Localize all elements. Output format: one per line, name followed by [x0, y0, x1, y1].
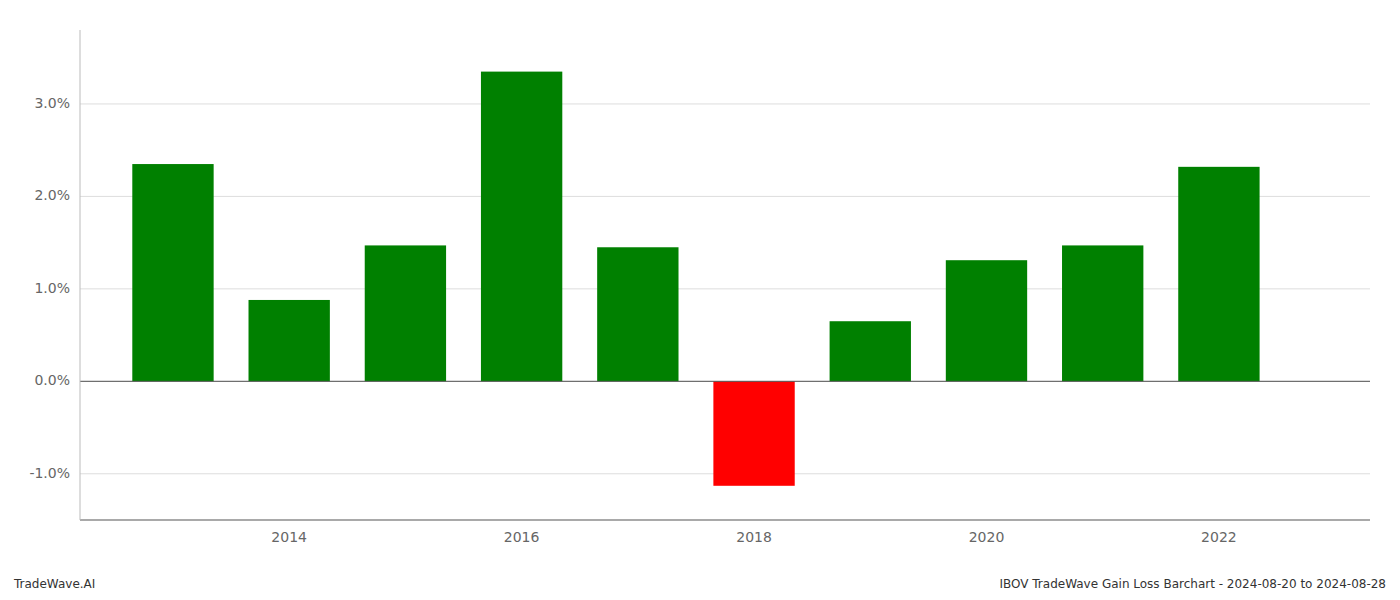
bar — [946, 260, 1027, 381]
x-tick-label: 2020 — [969, 529, 1005, 545]
bar — [830, 321, 911, 381]
x-tick-label: 2016 — [504, 529, 540, 545]
footer-text: IBOV TradeWave Gain Loss Barchart - 2024… — [999, 577, 1386, 591]
bar — [713, 381, 794, 485]
x-tick-label: 2018 — [736, 529, 772, 545]
grid-line — [80, 196, 1370, 197]
bar — [132, 164, 213, 381]
footer-text: TradeWave.AI — [13, 577, 95, 591]
y-tick-label: 2.0% — [34, 187, 70, 203]
bars — [132, 72, 1259, 486]
x-tick-label: 2022 — [1201, 529, 1237, 545]
y-axis-line — [80, 30, 81, 520]
bar — [597, 247, 678, 381]
x-tick-label: 2014 — [271, 529, 307, 545]
bar — [249, 300, 330, 381]
y-tick-label: 1.0% — [34, 280, 70, 296]
y-tick-label: 0.0% — [34, 372, 70, 388]
y-tick-label: 3.0% — [34, 95, 70, 111]
grid-line — [80, 381, 1370, 382]
bar — [1178, 167, 1259, 381]
grid-line — [80, 103, 1370, 104]
grid-line — [80, 288, 1370, 289]
bar — [481, 72, 562, 382]
y-tick-label: -1.0% — [29, 465, 70, 481]
bar — [365, 245, 446, 381]
zero-line — [80, 381, 1370, 382]
bar — [1062, 245, 1143, 381]
x-axis-line — [80, 519, 1370, 520]
chart: -1.0% 0.0% 1.0% 2.0% 3.0% 2014 2016 2018 2020 202… — [0, 0, 1400, 600]
